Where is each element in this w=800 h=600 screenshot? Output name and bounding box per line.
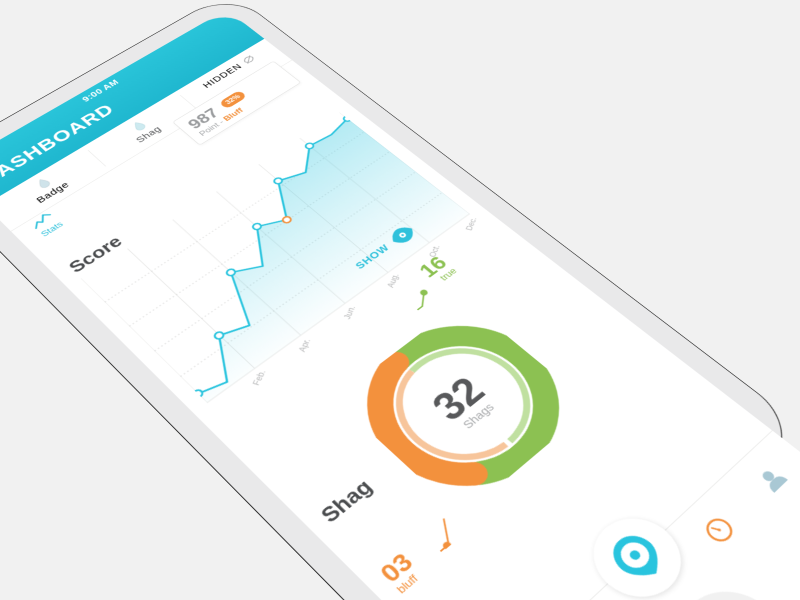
svg-text:Apr.: Apr. [297,338,313,353]
svg-text:Jun.: Jun. [342,305,357,321]
svg-text:Aug.: Aug. [385,273,400,289]
svg-text:Dec.: Dec. [464,216,478,231]
svg-text:Feb.: Feb. [251,369,268,387]
